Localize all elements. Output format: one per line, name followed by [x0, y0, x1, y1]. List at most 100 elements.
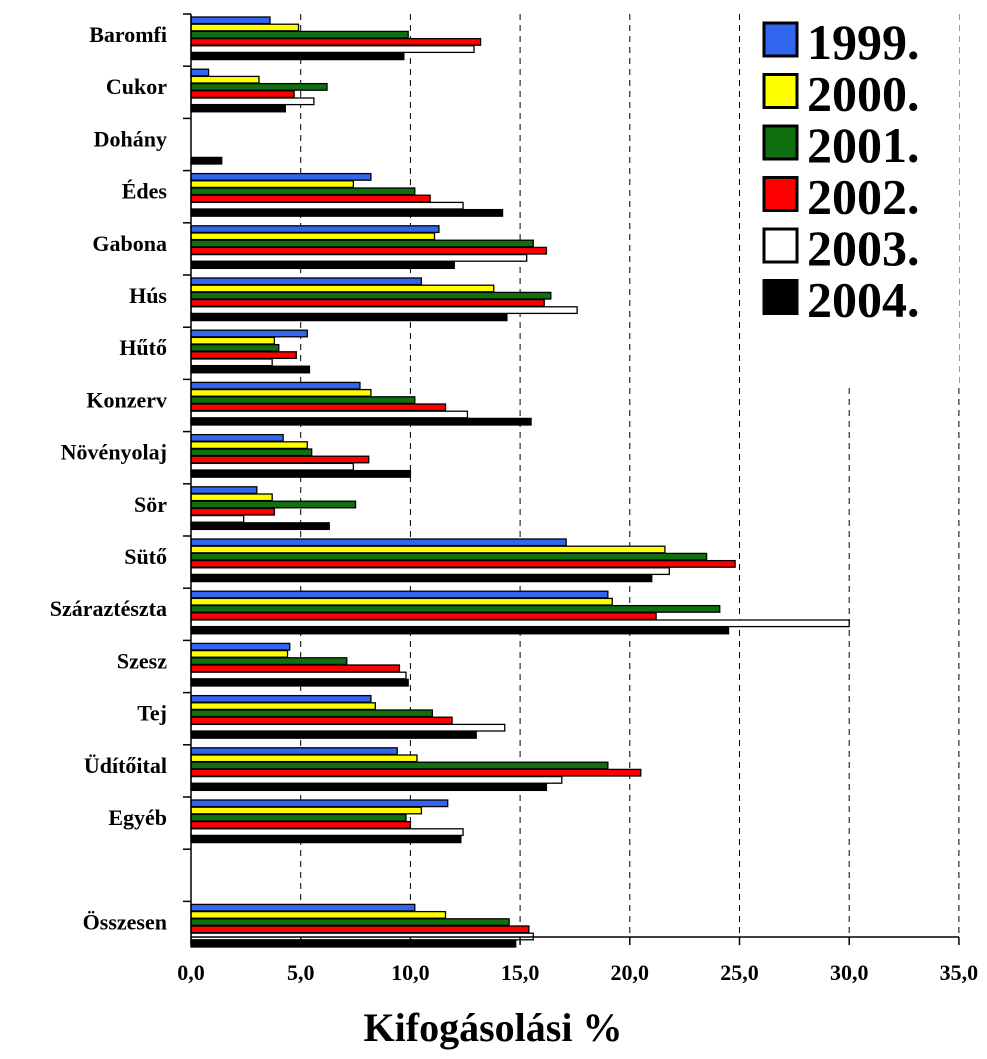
bar-1-3	[190, 90, 295, 99]
bar-8-3	[190, 455, 370, 464]
category-label-8: Növényolaj	[61, 440, 167, 465]
bar-10-5	[190, 574, 653, 583]
bar-12-4	[190, 671, 407, 680]
bar-6-2	[190, 343, 280, 352]
category-label-4: Gabona	[92, 231, 167, 256]
bar-17-5	[190, 939, 517, 948]
legend-label-0: 1999.	[807, 14, 920, 70]
bar-11-2	[190, 604, 721, 613]
bar-12-2	[190, 657, 348, 666]
bar-5-1	[190, 284, 495, 293]
bar-14-4	[190, 775, 563, 784]
legend-swatch-5	[762, 279, 799, 315]
legend-label-5: 2004.	[807, 272, 920, 328]
category-label-9: Sör	[134, 492, 167, 517]
bar-15-5	[190, 835, 462, 844]
bar-11-5	[190, 626, 730, 635]
bar-8-4	[190, 462, 355, 471]
category-label-13: Tej	[137, 701, 167, 726]
bar-9-4	[190, 514, 245, 523]
category-labels: Baromfi Cukor Dohány Édes Gabona Hús Hűtő Konze…	[50, 22, 168, 934]
bar-5-2	[190, 291, 552, 300]
bar-13-4	[190, 723, 506, 732]
x-tick-label-3: 15,0	[501, 960, 540, 985]
bar-3-3	[190, 194, 431, 203]
bar-6-5	[190, 365, 311, 374]
bar-15-2	[190, 813, 407, 822]
x-tick-labels: 0,0 5,0 10,0 15,0 20,0 25,0 30,0 35,0	[177, 960, 978, 985]
legend-swatch-0	[762, 21, 799, 58]
bar-4-2	[190, 239, 534, 248]
bar-3-4	[190, 201, 464, 210]
category-label-5: Hús	[129, 283, 167, 308]
bar-1-4	[190, 97, 315, 106]
bar-2-5	[190, 156, 223, 165]
bar-0-0	[190, 16, 271, 25]
category-label-14: Üdítőital	[84, 753, 167, 778]
bar-11-1	[190, 597, 613, 606]
bar-1-0	[190, 68, 210, 77]
bar-3-2	[190, 187, 416, 196]
category-label-17: Összesen	[83, 909, 167, 934]
bar-17-2	[190, 918, 510, 927]
bar-12-0	[190, 642, 291, 651]
bar-17-1	[190, 910, 447, 919]
legend-label-1: 2000.	[807, 66, 920, 122]
axes	[183, 13, 960, 945]
category-label-3: Édes	[122, 179, 168, 204]
bar-4-0	[190, 225, 440, 234]
bar-11-0	[190, 590, 609, 599]
bar-6-1	[190, 336, 276, 345]
legend: 1999.2000.2001.2002.2003.2004.	[742, 14, 959, 386]
bar-0-3	[190, 37, 482, 46]
bar-14-5	[190, 783, 548, 792]
bar-8-2	[190, 448, 313, 457]
bar-7-0	[190, 381, 361, 390]
bar-10-1	[190, 545, 666, 554]
category-label-15: Egyéb	[108, 805, 167, 830]
bar-4-5	[190, 261, 455, 270]
bar-1-2	[190, 82, 328, 91]
bar-10-0	[190, 538, 567, 547]
bar-5-4	[190, 306, 578, 315]
bar-7-5	[190, 417, 532, 426]
x-axis-title: Kifogásolási %	[364, 1005, 623, 1050]
bar-0-5	[190, 52, 405, 61]
legend-swatch-1	[762, 73, 799, 109]
bar-7-2	[190, 396, 416, 405]
bar-8-1	[190, 441, 308, 450]
bar-10-4	[190, 567, 670, 576]
bar-11-4	[190, 619, 850, 628]
bar-12-5	[190, 678, 409, 687]
bar-13-2	[190, 709, 433, 718]
bar-9-3	[190, 507, 276, 516]
bar-7-1	[190, 388, 372, 397]
bar-9-2	[190, 500, 357, 509]
bar-0-1	[190, 23, 300, 32]
bar-14-3	[190, 768, 642, 777]
bar-6-0	[190, 329, 308, 338]
bar-13-5	[190, 730, 477, 739]
bar-4-4	[190, 253, 528, 262]
bar-5-5	[190, 313, 508, 322]
category-label-11: Száraztészta	[50, 596, 167, 621]
bar-14-2	[190, 761, 609, 770]
bar-15-3	[190, 820, 412, 829]
legend-swatch-4	[762, 227, 799, 264]
bar-1-1	[190, 75, 260, 84]
bar-4-3	[190, 246, 548, 255]
category-label-1: Cukor	[106, 74, 167, 99]
bar-9-1	[190, 493, 273, 502]
category-label-10: Sütő	[124, 544, 167, 569]
bar-15-4	[190, 828, 464, 837]
bar-14-0	[190, 747, 398, 756]
bar-3-5	[190, 208, 504, 217]
bar-6-3	[190, 351, 297, 360]
bar-7-4	[190, 410, 469, 419]
bar-9-0	[190, 486, 258, 495]
bar-7-3	[190, 403, 447, 412]
legend-label-4: 2003.	[807, 220, 920, 276]
bar-14-1	[190, 754, 418, 763]
legend-swatch-3	[762, 176, 799, 212]
